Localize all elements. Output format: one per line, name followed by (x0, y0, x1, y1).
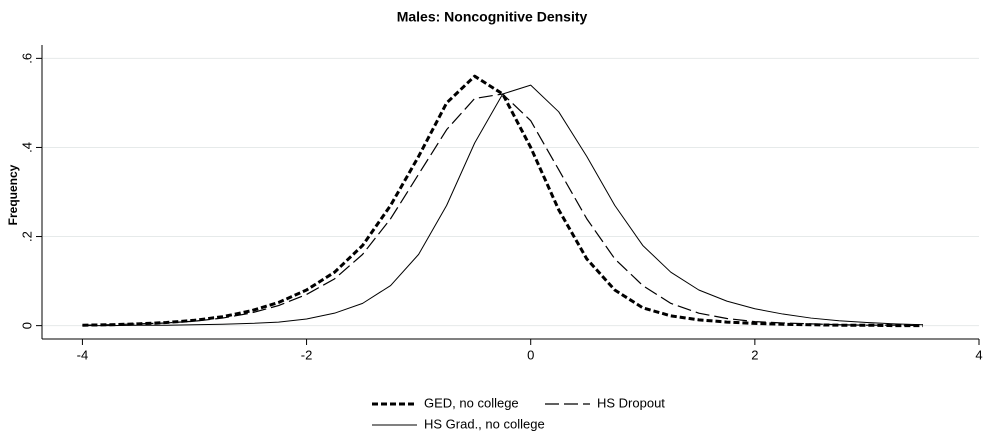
legend-label: HS Grad., no college (424, 416, 545, 431)
y-tick-label: .6 (19, 53, 34, 64)
x-tick-label: -2 (301, 347, 313, 362)
y-tick-label: .4 (19, 142, 34, 153)
x-tick-label: 0 (527, 347, 534, 362)
legend-label: GED, no college (424, 395, 519, 410)
line (82, 93, 923, 327)
x-tick-label: 2 (751, 347, 758, 362)
x-tick-label: -4 (77, 347, 89, 362)
y-tick-label: .2 (19, 231, 34, 242)
x-tick-label: 4 (975, 347, 982, 362)
line (82, 84, 923, 327)
legend-label: HS Dropout (597, 395, 665, 410)
line (82, 74, 923, 328)
y-tick-label: 0 (19, 322, 34, 329)
chart-title: Males: Noncognitive Density (397, 9, 588, 25)
y-axis-title: Frequency (6, 164, 20, 225)
